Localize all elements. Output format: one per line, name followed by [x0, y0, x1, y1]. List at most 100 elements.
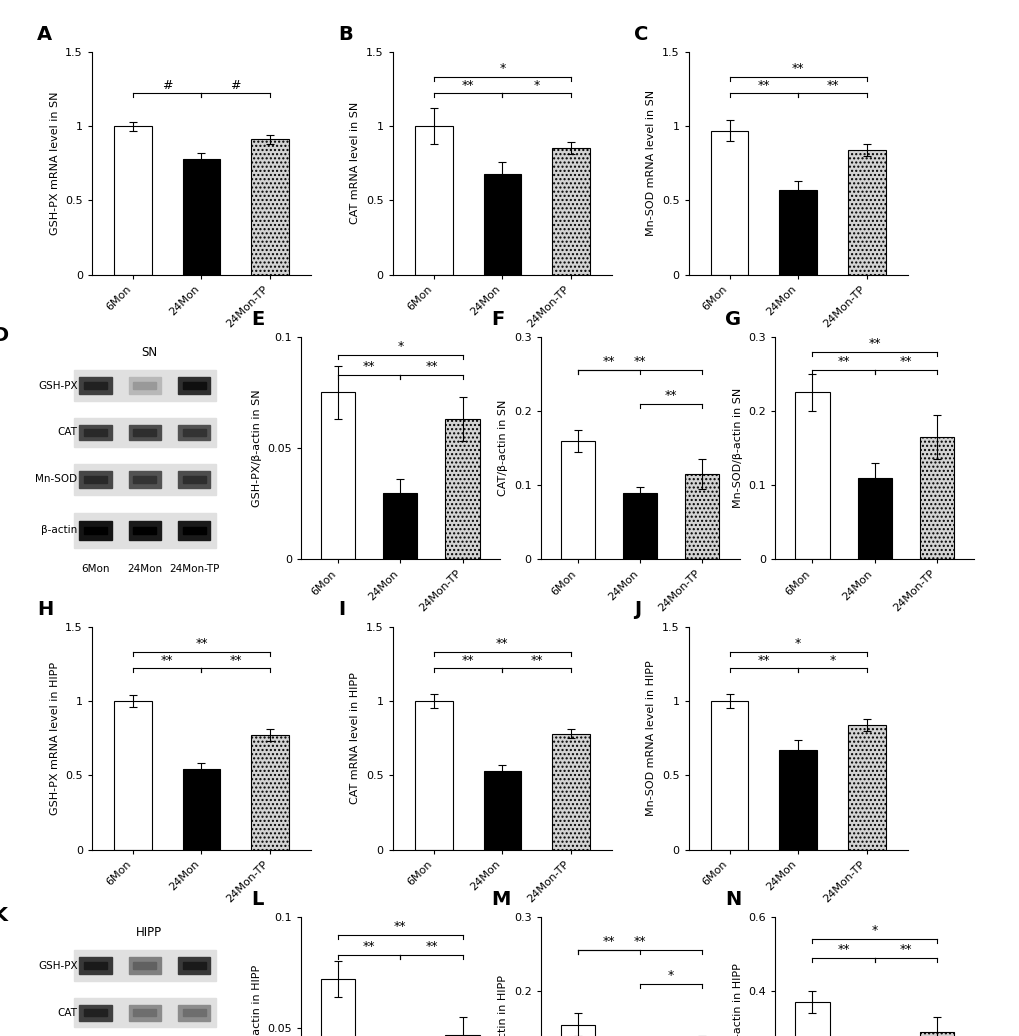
- Text: **: **: [462, 79, 474, 91]
- Bar: [74, 370, 215, 401]
- Text: J: J: [633, 600, 640, 620]
- Bar: [795, 1002, 828, 1036]
- Text: **: **: [425, 940, 437, 953]
- Y-axis label: Mn-SOD mRNA level in HIPP: Mn-SOD mRNA level in HIPP: [646, 660, 655, 816]
- Bar: [178, 425, 210, 440]
- Text: **: **: [867, 337, 880, 350]
- Bar: [79, 470, 111, 488]
- Text: **: **: [633, 936, 646, 949]
- Text: **: **: [462, 654, 474, 666]
- Bar: [919, 437, 953, 559]
- Bar: [251, 140, 288, 275]
- Bar: [133, 476, 156, 483]
- Text: **: **: [229, 654, 242, 666]
- Y-axis label: CAT mRNA level in SN: CAT mRNA level in SN: [351, 102, 360, 225]
- Bar: [857, 478, 891, 559]
- Y-axis label: CAT/β-actin in SN: CAT/β-actin in SN: [497, 400, 507, 496]
- Text: H: H: [37, 600, 53, 620]
- Bar: [74, 950, 215, 981]
- Bar: [685, 474, 718, 559]
- Text: I: I: [337, 600, 344, 620]
- Text: *: *: [667, 969, 674, 982]
- Bar: [178, 957, 210, 975]
- Bar: [560, 1025, 594, 1036]
- Bar: [623, 492, 656, 559]
- Text: **: **: [664, 388, 677, 402]
- Text: B: B: [337, 25, 353, 45]
- Bar: [178, 377, 210, 395]
- Y-axis label: CAT/β-actin in HIPP: CAT/β-actin in HIPP: [497, 975, 507, 1036]
- Bar: [114, 126, 152, 275]
- Text: **: **: [633, 355, 646, 369]
- Bar: [182, 429, 206, 436]
- Text: **: **: [899, 355, 911, 369]
- Bar: [128, 470, 161, 488]
- Text: **: **: [602, 936, 614, 949]
- Text: L: L: [251, 890, 263, 910]
- Bar: [415, 126, 452, 275]
- Bar: [779, 190, 816, 275]
- Text: **: **: [495, 637, 508, 651]
- Text: **: **: [363, 359, 375, 373]
- Text: K: K: [0, 905, 7, 925]
- Text: **: **: [393, 920, 407, 932]
- Text: GSH-PX: GSH-PX: [38, 380, 77, 391]
- Bar: [133, 429, 156, 436]
- Bar: [133, 962, 156, 970]
- Text: G: G: [725, 310, 741, 329]
- Bar: [182, 159, 220, 275]
- Text: *: *: [794, 637, 801, 651]
- Text: **: **: [425, 359, 437, 373]
- Text: **: **: [161, 654, 173, 666]
- Y-axis label: GSH-PX/β-actin in SN: GSH-PX/β-actin in SN: [252, 390, 262, 507]
- Bar: [74, 513, 215, 548]
- Text: *: *: [396, 340, 404, 352]
- Bar: [551, 733, 589, 850]
- Bar: [128, 425, 161, 440]
- Y-axis label: GSH-PX mRNA level in HIPP: GSH-PX mRNA level in HIPP: [50, 662, 59, 814]
- Bar: [114, 701, 152, 850]
- Text: **: **: [363, 940, 375, 953]
- Bar: [710, 131, 748, 275]
- Bar: [182, 962, 206, 970]
- Text: A: A: [37, 25, 52, 45]
- Text: 24Mon: 24Mon: [127, 564, 162, 574]
- Text: HIPP: HIPP: [137, 926, 162, 939]
- Y-axis label: CAT mRNA level in HIPP: CAT mRNA level in HIPP: [351, 672, 360, 804]
- Text: GSH-PX: GSH-PX: [38, 960, 77, 971]
- Bar: [84, 429, 107, 436]
- Bar: [133, 526, 156, 535]
- Text: #: #: [230, 79, 240, 91]
- Text: D: D: [0, 325, 8, 345]
- Text: **: **: [837, 943, 849, 956]
- Bar: [84, 476, 107, 483]
- Y-axis label: GSH-PX mRNA level in SN: GSH-PX mRNA level in SN: [50, 91, 59, 235]
- Text: **: **: [530, 654, 542, 666]
- Bar: [178, 521, 210, 540]
- Bar: [79, 957, 111, 975]
- Text: CAT: CAT: [57, 1008, 77, 1017]
- Bar: [182, 770, 220, 850]
- Bar: [84, 1009, 107, 1016]
- Text: *: *: [828, 654, 835, 666]
- Bar: [74, 418, 215, 447]
- Bar: [84, 962, 107, 970]
- Text: **: **: [791, 62, 804, 76]
- Bar: [415, 701, 452, 850]
- Bar: [847, 150, 884, 275]
- Bar: [445, 1035, 479, 1036]
- Text: **: **: [757, 654, 769, 666]
- Bar: [79, 1005, 111, 1020]
- Text: **: **: [757, 79, 769, 91]
- Text: *: *: [533, 79, 539, 91]
- Text: **: **: [195, 637, 208, 651]
- Bar: [321, 393, 355, 559]
- Bar: [182, 526, 206, 535]
- Bar: [710, 701, 748, 850]
- Text: #: #: [162, 79, 172, 91]
- Text: **: **: [825, 79, 838, 91]
- Bar: [551, 148, 589, 275]
- Bar: [84, 526, 107, 535]
- Text: *: *: [870, 924, 877, 938]
- Text: *: *: [498, 62, 505, 76]
